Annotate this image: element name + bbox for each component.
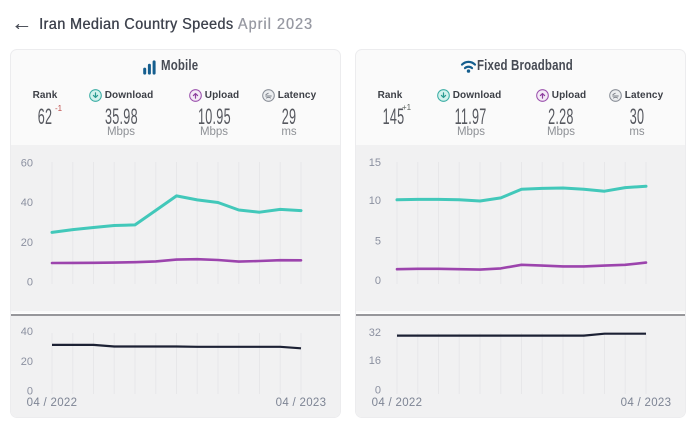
svg-text:20: 20 — [21, 356, 33, 368]
svg-text:40: 40 — [21, 326, 33, 338]
svg-text:04 / 2022: 04 / 2022 — [372, 397, 423, 409]
svg-text:0: 0 — [375, 275, 381, 287]
svg-text:04 / 2023: 04 / 2023 — [276, 397, 327, 409]
svg-text:0: 0 — [27, 386, 33, 398]
svg-text:32: 32 — [369, 327, 381, 339]
svg-text:20: 20 — [21, 237, 33, 249]
svg-text:16: 16 — [369, 355, 381, 367]
svg-text:04 / 2022: 04 / 2022 — [27, 397, 78, 409]
svg-text:04 / 2023: 04 / 2023 — [621, 397, 672, 409]
svg-text:60: 60 — [21, 158, 33, 170]
svg-text:40: 40 — [21, 197, 33, 209]
svg-text:10: 10 — [369, 195, 381, 207]
svg-text:15: 15 — [369, 157, 381, 169]
svg-text:5: 5 — [375, 236, 381, 248]
svg-text:0: 0 — [375, 385, 381, 397]
svg-text:0: 0 — [27, 277, 33, 289]
